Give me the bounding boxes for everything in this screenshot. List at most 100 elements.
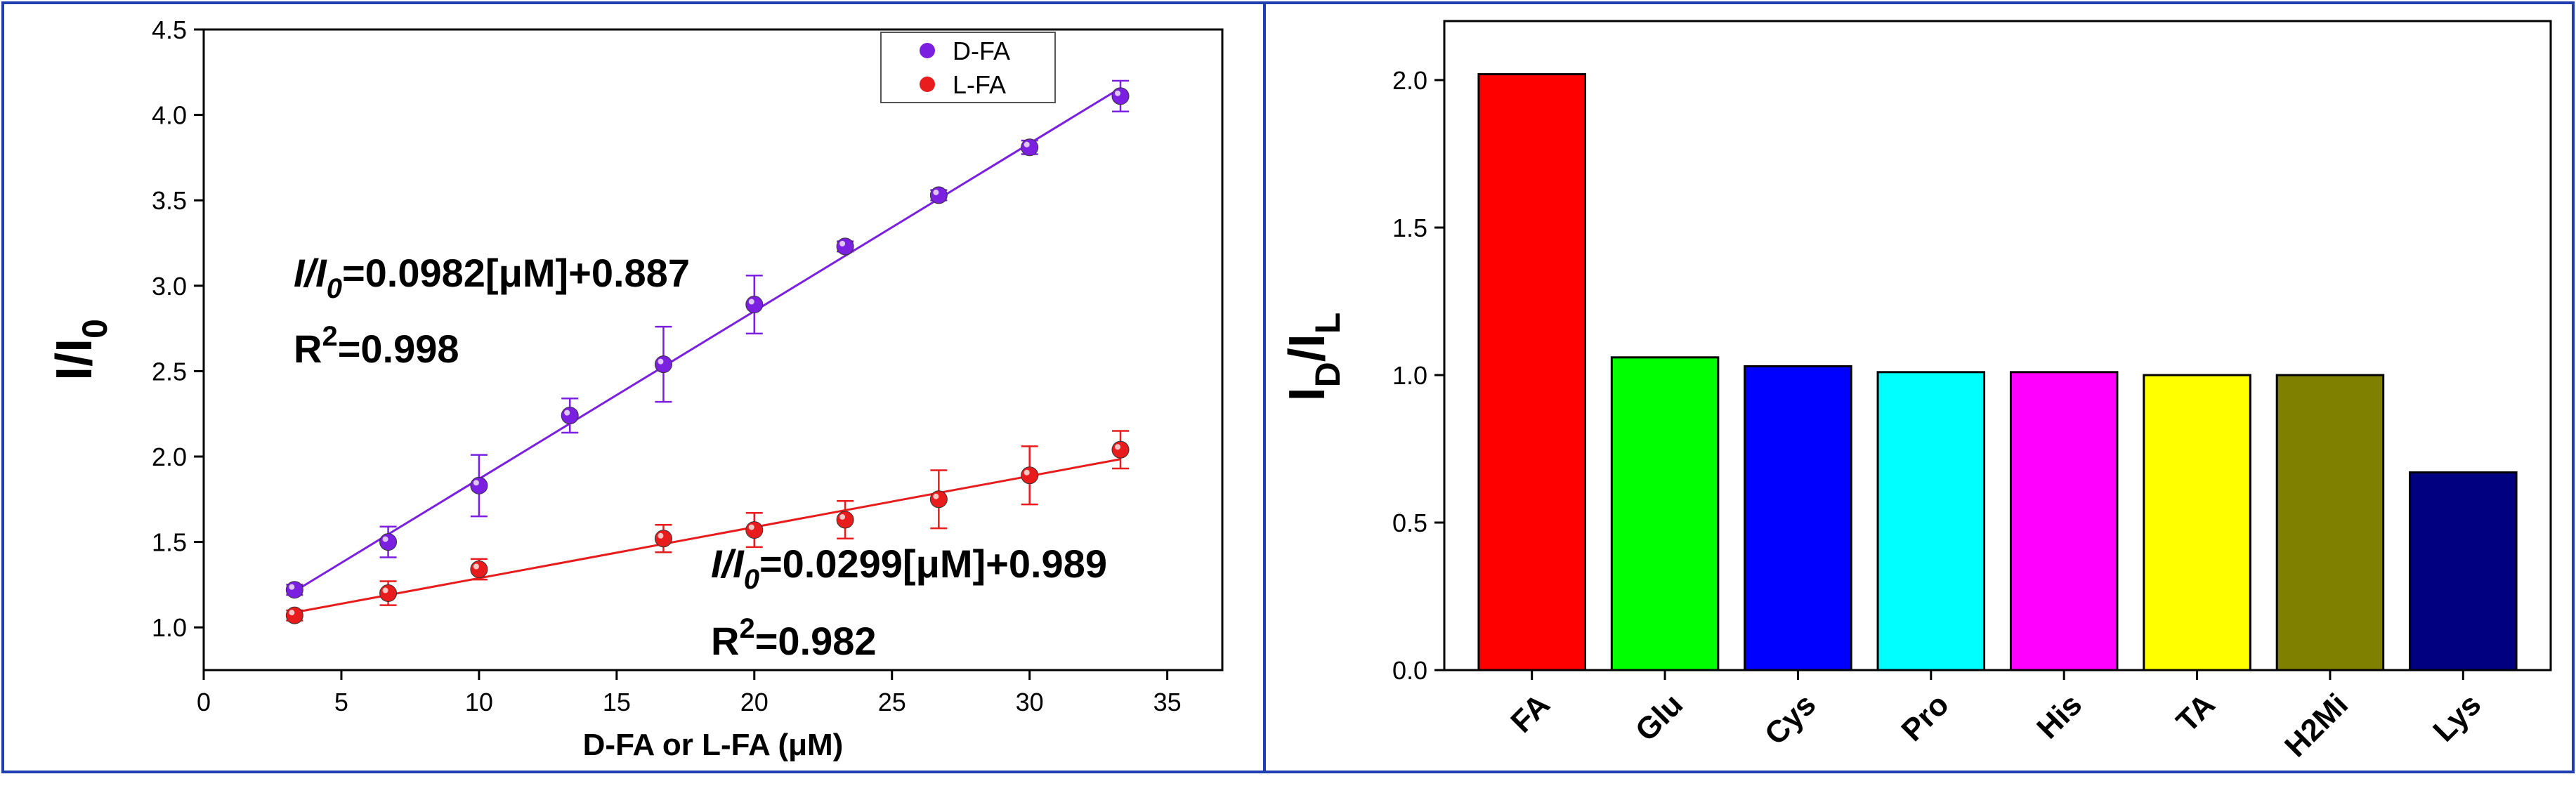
- data-point-highlight: [473, 563, 479, 570]
- bar-h2mi: [2275, 374, 2385, 671]
- data-point-highlight: [1024, 469, 1030, 476]
- data-point-d-fa: [285, 581, 303, 599]
- equation-l-fa-prefix: I/I: [711, 542, 745, 586]
- data-point-highlight: [1115, 90, 1120, 96]
- right-y-axis-label: ID/IL: [1279, 313, 1347, 402]
- bar-his: [2009, 371, 2119, 671]
- left-y-tick-label: 1.0: [152, 613, 187, 642]
- data-point-l-fa: [836, 511, 854, 529]
- r2-d-fa: R2=0.998: [294, 321, 459, 371]
- bar-lys: [2409, 471, 2518, 671]
- data-point-highlight: [839, 513, 846, 520]
- r2-l-fa-value: =0.982: [755, 619, 877, 663]
- r2-d-fa-sup: 2: [322, 321, 337, 352]
- left-panel-frame: [1, 1, 1266, 773]
- data-point-l-fa: [745, 521, 764, 539]
- left-x-tick-label: 0: [197, 688, 211, 716]
- left-x-tick-label: 5: [334, 688, 348, 716]
- data-point-highlight: [1115, 444, 1120, 450]
- data-point-d-fa: [1111, 87, 1130, 105]
- data-point-highlight: [933, 493, 939, 499]
- legend-marker-l-fa: [920, 77, 935, 92]
- equation-d-fa: I/I0=0.0982[μM]+0.887: [294, 251, 690, 304]
- left-y-axis-label-main: I/I: [46, 339, 103, 381]
- data-point-highlight: [1024, 141, 1030, 148]
- right-y-tick-label: 0.5: [1392, 509, 1427, 537]
- data-point-highlight: [748, 299, 754, 305]
- fit-line-d-fa: [294, 87, 1121, 593]
- r2-d-fa-label: R: [294, 327, 322, 371]
- legend-marker-d-fa: [920, 43, 935, 58]
- data-point-highlight: [839, 240, 846, 247]
- category-label-pro: Pro: [1895, 687, 1956, 748]
- right-y-axis-label-sub1: D: [1308, 362, 1347, 387]
- fit-line-l-fa: [294, 458, 1121, 614]
- left-x-tick-label: 30: [1016, 688, 1044, 716]
- right-y-tick-label: 0.0: [1392, 656, 1427, 685]
- data-point-d-fa: [654, 355, 672, 374]
- left-y-tick-label: 2.5: [152, 357, 187, 386]
- category-label-ta: TA: [2170, 687, 2222, 739]
- right-y-axis-label-mid: /I: [1279, 334, 1335, 362]
- left-x-axis-label: D-FA or L-FA (μM): [583, 728, 844, 762]
- category-label-glu: Glu: [1629, 687, 1689, 747]
- r2-l-fa-sup: 2: [739, 613, 754, 644]
- left-x-tick-label: 10: [465, 688, 493, 716]
- data-point-d-fa: [836, 237, 854, 256]
- left-x-tick-label: 25: [878, 688, 906, 716]
- data-point-l-fa: [654, 530, 672, 548]
- bar-fa: [1477, 73, 1586, 671]
- category-label-his: His: [2030, 687, 2088, 745]
- data-point-d-fa: [561, 407, 579, 425]
- right-y-tick-label: 1.0: [1392, 361, 1427, 390]
- equation-l-fa: I/I0=0.0299[μM]+0.989: [711, 542, 1107, 595]
- data-point-highlight: [473, 480, 479, 486]
- data-point-d-fa: [1021, 138, 1039, 157]
- data-point-l-fa: [1021, 466, 1039, 485]
- data-point-l-fa: [1111, 440, 1130, 459]
- data-point-highlight: [382, 587, 388, 594]
- bar-ta: [2143, 374, 2251, 671]
- category-label-lys: Lys: [2426, 687, 2487, 748]
- data-point-l-fa: [285, 606, 303, 624]
- left-y-tick-label: 3.0: [152, 272, 187, 301]
- right-y-axis-label-sub2: L: [1308, 313, 1347, 334]
- data-point-highlight: [289, 584, 295, 590]
- data-point-highlight: [658, 532, 664, 539]
- left-x-tick-label: 35: [1153, 688, 1182, 716]
- data-point-highlight: [564, 409, 570, 416]
- data-point-highlight: [933, 189, 939, 195]
- legend-label-d-fa: D-FA: [953, 37, 1010, 65]
- bar-cys: [1744, 365, 1852, 671]
- right-plot-area: [1443, 20, 2552, 671]
- bar-pro: [1876, 371, 1986, 671]
- data-point-d-fa: [470, 476, 488, 494]
- data-point-highlight: [658, 358, 664, 365]
- data-point-highlight: [748, 524, 754, 530]
- r2-d-fa-value: =0.998: [338, 327, 459, 371]
- equation-d-fa-prefix: I/I: [294, 251, 327, 295]
- left-y-tick-label: 4.0: [152, 101, 187, 130]
- linear-fit-chart: 0 5 10 15 20 25 30 351.01.52.02.53.03.54.04.5 D…: [46, 15, 1224, 762]
- right-y-tick-label: 2.0: [1392, 66, 1427, 95]
- equation-l-fa-sub: 0: [744, 564, 759, 595]
- equation-d-fa-sub: 0: [327, 273, 342, 304]
- right-y-tick-label: 1.5: [1392, 214, 1427, 242]
- data-point-d-fa: [929, 186, 948, 204]
- r2-l-fa: R2=0.982: [711, 613, 877, 663]
- left-y-tick-label: 4.5: [152, 15, 187, 44]
- category-label-cys: Cys: [1758, 687, 1823, 752]
- right-y-axis-label-main: I: [1279, 387, 1335, 401]
- data-point-d-fa: [745, 296, 764, 314]
- left-y-axis-label: I/I0: [46, 319, 115, 381]
- legend: D-FA L-FA: [880, 32, 1056, 103]
- data-point-highlight: [382, 536, 388, 542]
- data-point-l-fa: [379, 584, 398, 603]
- left-x-tick-label: 15: [603, 688, 631, 716]
- selectivity-bar-chart: 0.00.51.01.52.0 FA Glu Cys Pro His TA H2Mi Lys …: [1279, 20, 2552, 763]
- left-y-tick-label: 3.5: [152, 186, 187, 215]
- legend-label-l-fa: L-FA: [953, 70, 1006, 99]
- left-x-tick-label: 20: [740, 688, 769, 716]
- left-y-tick-label: 2.0: [152, 443, 187, 471]
- bar-glu: [1610, 356, 1720, 671]
